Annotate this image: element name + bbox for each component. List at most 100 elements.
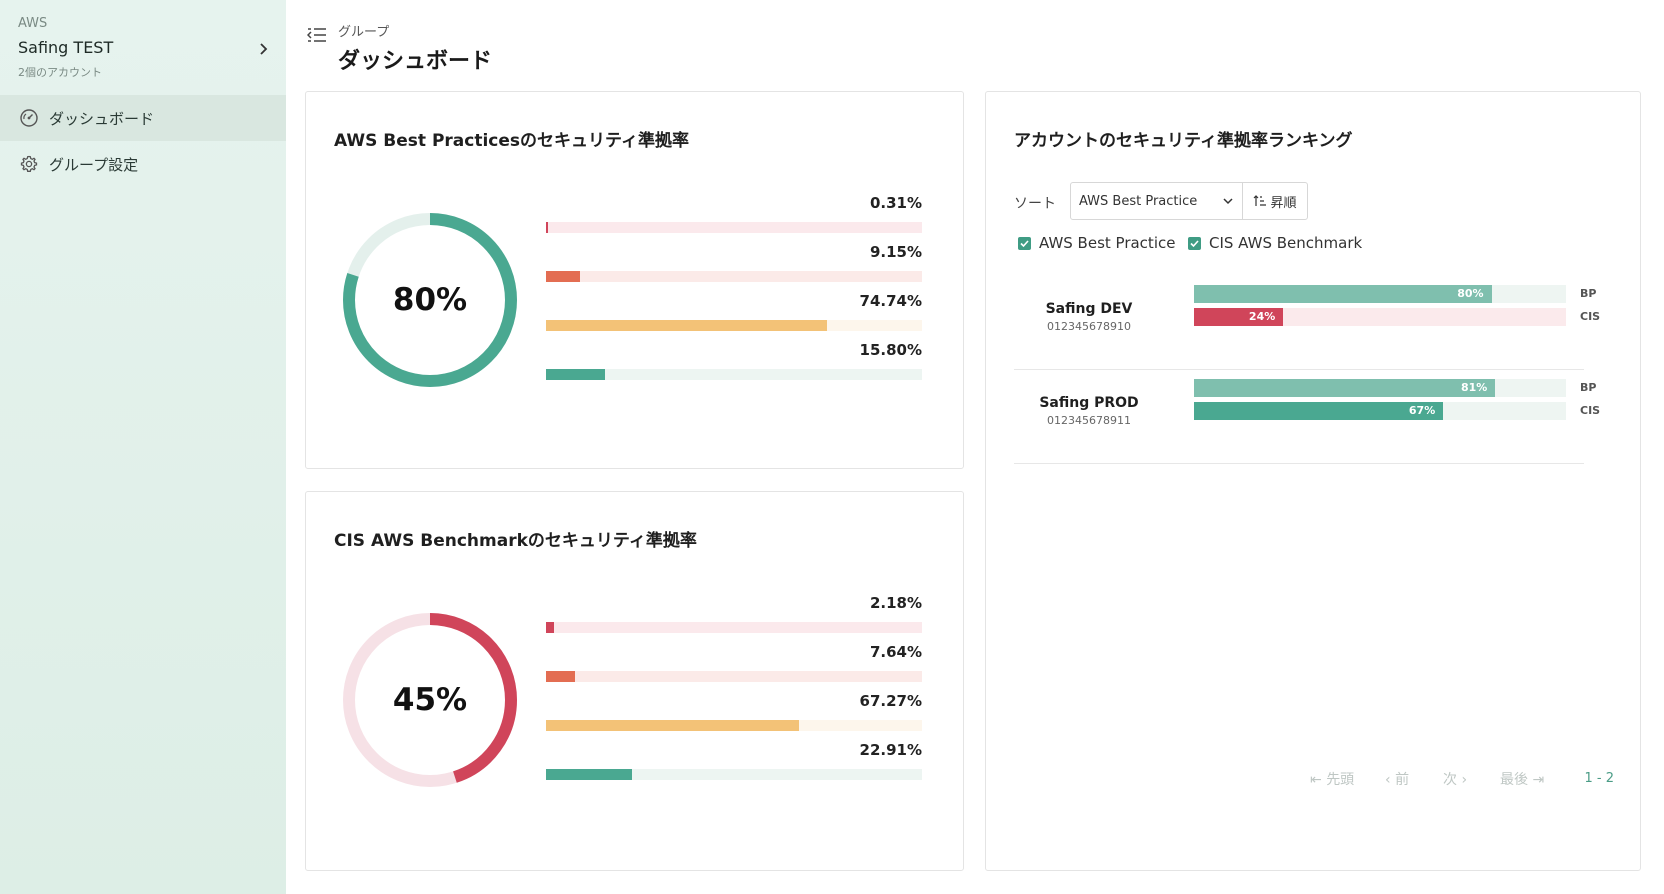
chevron-right-icon: › bbox=[1461, 772, 1468, 788]
filter-cis-checkbox[interactable]: CIS AWS Benchmark bbox=[1188, 234, 1362, 252]
ranking-row[interactable]: Safing DEV 012345678910 80% BP 24% CIS bbox=[1014, 276, 1600, 370]
cis-score-label: 67% bbox=[1408, 404, 1436, 417]
pager-prev-button[interactable]: ‹ 前 bbox=[1385, 769, 1409, 789]
ranking-card: アカウントのセキュリティ準拠率ランキング ソート AWS Best Practi… bbox=[985, 91, 1641, 871]
bp-score-label: 81% bbox=[1460, 381, 1488, 394]
breakdown-fill bbox=[546, 271, 581, 282]
breakdown-value: 9.15% bbox=[869, 243, 922, 261]
breakdown-track bbox=[546, 320, 922, 331]
breakdown-fill bbox=[546, 769, 633, 780]
pager-prev-label: 前 bbox=[1395, 772, 1410, 788]
cis-compliance-card: CIS AWS Benchmarkのセキュリティ準拠率 45% 2.18% 7.6… bbox=[305, 491, 964, 871]
cis-donut-arc bbox=[343, 613, 517, 787]
breakdown-track bbox=[546, 720, 922, 731]
bp-donut-chart bbox=[343, 213, 517, 387]
gear-icon bbox=[20, 155, 38, 172]
breakdown-value: 74.74% bbox=[859, 292, 922, 310]
sort-ascending-icon bbox=[1254, 195, 1267, 206]
first-page-icon: ⇤ bbox=[1310, 772, 1322, 788]
breakdown-value: 22.91% bbox=[859, 741, 922, 759]
pager-last-label: 最後 bbox=[1500, 772, 1528, 788]
account-id: 012345678911 bbox=[1047, 414, 1131, 427]
breakdown-track bbox=[546, 271, 922, 282]
cis-score-label: 24% bbox=[1248, 310, 1276, 323]
pager-next-label: 次 bbox=[1443, 772, 1457, 788]
account-id: 012345678910 bbox=[1047, 320, 1131, 333]
breakdown-row: 7.64% bbox=[546, 643, 922, 691]
breakdown-track bbox=[546, 369, 922, 380]
filter-bp-checkbox[interactable]: AWS Best Practice bbox=[1018, 234, 1175, 252]
sidebar-item-group-settings[interactable]: グループ設定 bbox=[0, 141, 286, 187]
bp-score-bar: 80% bbox=[1194, 285, 1566, 303]
sort-select-value: AWS Best Practice bbox=[1079, 193, 1198, 209]
checkbox-checked-icon bbox=[1188, 236, 1201, 250]
pager-count: 1 - 2 bbox=[1584, 771, 1615, 786]
bp-score: 80% bbox=[392, 282, 468, 318]
cis-score-bar: 24% bbox=[1194, 308, 1566, 326]
card-title: アカウントのセキュリティ準拠率ランキング bbox=[1014, 131, 1353, 151]
org-provider: AWS bbox=[18, 16, 48, 31]
last-page-icon: ⇥ bbox=[1532, 772, 1545, 788]
breakdown-value: 15.80% bbox=[859, 341, 922, 359]
breakdown-track bbox=[546, 769, 922, 780]
checkbox-checked-icon bbox=[1018, 236, 1031, 250]
sort-order-button[interactable]: 昇順 bbox=[1243, 183, 1307, 219]
account-name: Safing DEV bbox=[1045, 301, 1133, 317]
dashboard-gauge-icon bbox=[20, 109, 38, 127]
bp-score-fill: 81% bbox=[1194, 379, 1496, 397]
sidebar-item-label: グループ設定 bbox=[49, 155, 139, 174]
chevron-right-icon bbox=[260, 43, 268, 55]
sidebar: AWS Safing TEST 2個のアカウント ダッシュボード グループ設定 bbox=[0, 0, 286, 894]
breakdown-fill bbox=[546, 222, 548, 233]
breakdown-value: 7.64% bbox=[869, 643, 922, 661]
breakdown-fill bbox=[546, 671, 575, 682]
pager-last-button[interactable]: 最後 ⇥ bbox=[1500, 769, 1544, 789]
pager-first-button[interactable]: ⇤ 先頭 bbox=[1310, 769, 1354, 789]
bp-key: BP bbox=[1580, 287, 1597, 300]
breakdown-row: 15.80% bbox=[546, 341, 922, 389]
sort-label: ソート bbox=[1014, 196, 1056, 212]
cis-key: CIS bbox=[1580, 404, 1601, 417]
card-title: AWS Best Practicesのセキュリティ準拠率 bbox=[334, 131, 690, 151]
breakdown-track bbox=[546, 671, 922, 682]
breakdown-fill bbox=[546, 320, 828, 331]
breakdown-fill bbox=[546, 622, 555, 633]
bp-compliance-card: AWS Best Practicesのセキュリティ準拠率 80% 0.31% 9.… bbox=[305, 91, 964, 469]
breakdown-value: 0.31% bbox=[869, 194, 922, 212]
breakdown-fill bbox=[546, 720, 799, 731]
breakdown-row: 22.91% bbox=[546, 741, 922, 789]
breakdown-track bbox=[546, 622, 922, 633]
sidebar-item-dashboard[interactable]: ダッシュボード bbox=[0, 95, 286, 141]
ranking-row[interactable]: Safing PROD 012345678911 81% BP 67% CIS bbox=[1014, 370, 1600, 464]
sort-order-label: 昇順 bbox=[1270, 195, 1297, 211]
pager-first-label: 先頭 bbox=[1326, 772, 1355, 788]
filter-label: AWS Best Practice bbox=[1039, 234, 1176, 252]
sort-select[interactable]: AWS Best Practice bbox=[1071, 183, 1243, 219]
org-switcher[interactable]: AWS Safing TEST 2個のアカウント bbox=[18, 16, 272, 86]
breakdown-row: 67.27% bbox=[546, 692, 922, 740]
card-title: CIS AWS Benchmarkのセキュリティ準拠率 bbox=[334, 531, 697, 551]
sidebar-collapse-icon[interactable] bbox=[307, 27, 327, 43]
bp-score-label: 80% bbox=[1457, 287, 1484, 300]
cis-key: CIS bbox=[1580, 310, 1601, 323]
filter-label: CIS AWS Benchmark bbox=[1209, 234, 1363, 252]
breakdown-fill bbox=[546, 369, 606, 380]
chevron-down-icon bbox=[1223, 198, 1233, 205]
pager-next-button[interactable]: 次 › bbox=[1443, 769, 1467, 789]
cis-donut-chart bbox=[343, 613, 517, 787]
breadcrumb[interactable]: グループ bbox=[338, 25, 390, 40]
org-account-count: 2個のアカウント bbox=[18, 66, 102, 79]
page-title: ダッシュボード bbox=[338, 49, 493, 74]
sort-control: AWS Best Practice 昇順 bbox=[1070, 182, 1308, 220]
bp-score-bar: 81% bbox=[1194, 379, 1566, 397]
breakdown-row: 9.15% bbox=[546, 243, 922, 291]
bp-donut-arc bbox=[343, 213, 517, 387]
breakdown-value: 67.27% bbox=[859, 692, 922, 710]
cis-score-fill: 67% bbox=[1194, 402, 1444, 420]
cis-score: 45% bbox=[392, 682, 468, 718]
cis-score-fill: 24% bbox=[1194, 308, 1284, 326]
breakdown-track bbox=[546, 222, 922, 233]
breakdown-row: 2.18% bbox=[546, 594, 922, 642]
chevron-left-icon: ‹ bbox=[1385, 772, 1391, 788]
breakdown-row: 0.31% bbox=[546, 194, 922, 242]
